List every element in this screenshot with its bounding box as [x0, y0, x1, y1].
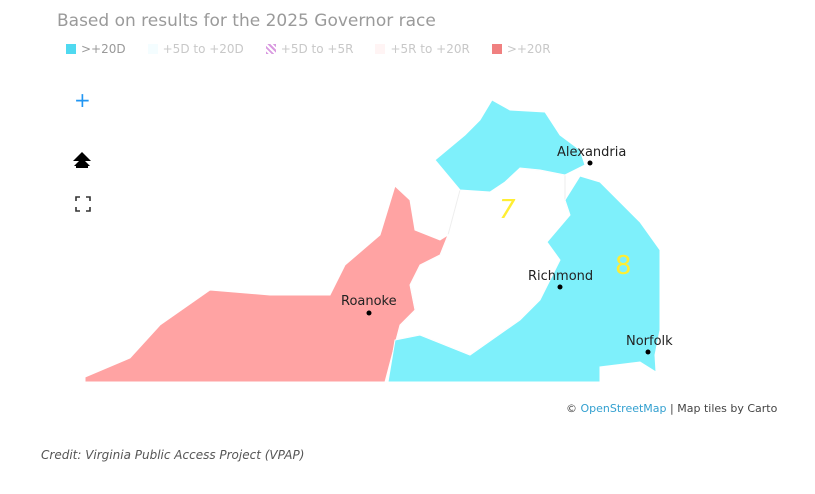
- district-cyan-north: [434, 99, 586, 193]
- city-dot: [645, 349, 651, 355]
- home-button[interactable]: [73, 152, 91, 168]
- legend-label: +5R to +20R: [390, 42, 470, 56]
- subtitle: Based on results for the 2025 Governor r…: [57, 11, 436, 31]
- city-dot: [557, 284, 563, 290]
- city-label: Roanoke: [341, 294, 397, 309]
- legend-label: >+20D: [81, 42, 126, 56]
- zoom-in[interactable]: +: [74, 88, 91, 112]
- district-label: 8: [615, 251, 632, 281]
- legend-label: >+20R: [506, 42, 551, 56]
- city-labels: Alexandria Richmond Roanoke Norfolk: [341, 145, 673, 355]
- district-red: [84, 185, 450, 383]
- city-dot: [366, 310, 372, 316]
- copyright: ©: [566, 402, 577, 415]
- city-dot: [587, 160, 593, 166]
- city-label: Norfolk: [626, 334, 673, 349]
- legend-label: +5D to +5R: [280, 42, 354, 56]
- attribution-text: | Map tiles by Carto: [670, 402, 778, 415]
- legend-label: +5D to +20D: [162, 42, 244, 56]
- credit: Credit: Virginia Public Access Project (…: [41, 448, 305, 462]
- district-cyan-east: [387, 175, 661, 383]
- legend: >+20D +5D to +20D +5D to +5R +5R to +20R…: [66, 42, 551, 56]
- legend-item[interactable]: +5D to +5R: [265, 42, 354, 56]
- fullscreen-button[interactable]: [75, 196, 91, 212]
- district-label: 7: [499, 195, 516, 225]
- osm-link[interactable]: OpenStreetMap: [580, 402, 667, 415]
- legend-item[interactable]: +5D to +20D: [147, 42, 244, 56]
- legend-item[interactable]: >+20R: [491, 42, 551, 56]
- city-label: Alexandria: [557, 145, 626, 160]
- legend-item[interactable]: +5R to +20R: [375, 42, 470, 56]
- attribution: © OpenStreetMap | Map tiles by Carto: [566, 402, 777, 415]
- city-label: Richmond: [528, 269, 593, 284]
- legend-item[interactable]: >+20D: [66, 42, 126, 56]
